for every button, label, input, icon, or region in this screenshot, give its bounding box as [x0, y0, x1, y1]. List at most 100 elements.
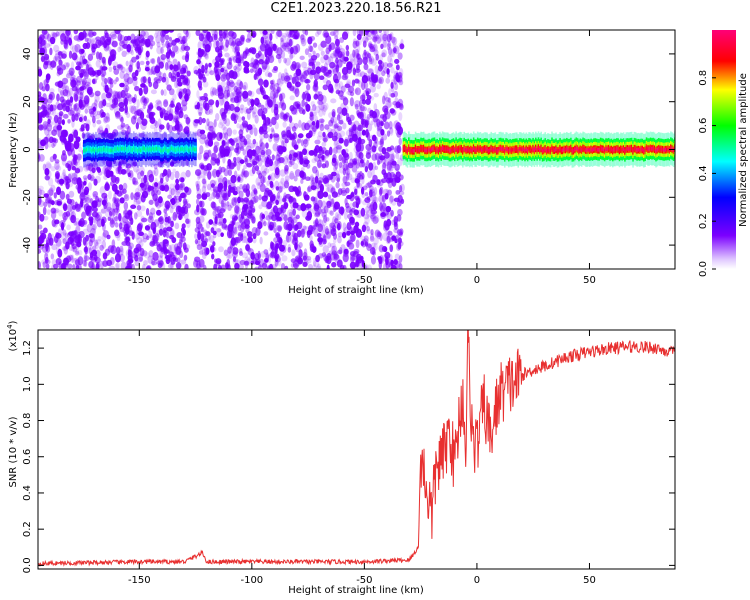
- heatmap-cell: [297, 249, 303, 258]
- heatmap-cell: [65, 193, 70, 201]
- heatmap-cell: [53, 138, 59, 144]
- heatmap-cell: [181, 88, 188, 95]
- heatmap-cell: [112, 61, 119, 68]
- heatmap-cell: [181, 192, 187, 199]
- heatmap-cell: [73, 171, 78, 179]
- heatmap-cell: [94, 256, 101, 264]
- heatmap-cell: [314, 105, 321, 114]
- heatmap-cell: [304, 30, 309, 36]
- heatmap-cell: [59, 178, 64, 187]
- heatmap-cell: [101, 216, 107, 224]
- heatmap-cell: [88, 163, 94, 172]
- heatmap-cell: [88, 239, 94, 247]
- heatmap-cell: [169, 171, 175, 181]
- heatmap-cell: [59, 91, 66, 99]
- heatmap-cell: [167, 113, 174, 121]
- heatmap-cell: [197, 68, 202, 75]
- heatmap-cell: [323, 32, 330, 38]
- heatmap-cell: [334, 46, 341, 55]
- heatmap-cell: [71, 165, 77, 171]
- heatmap-cell: [282, 244, 287, 253]
- heatmap-cell: [78, 181, 85, 190]
- heatmap-cell: [68, 37, 73, 46]
- heatmap-cell: [374, 214, 380, 224]
- heatmap-cell: [118, 102, 125, 109]
- heatmap-cell: [43, 193, 50, 198]
- heatmap-cell: [284, 138, 289, 144]
- heatmap-cell: [155, 209, 162, 216]
- heatmap-cell: [158, 75, 163, 82]
- heatmap-cell: [179, 182, 186, 191]
- heatmap-cell: [41, 259, 48, 265]
- heatmap-cell: [62, 229, 67, 236]
- heatmap-cell: [264, 210, 269, 216]
- heatmap-cell: [131, 250, 138, 259]
- heatmap-cell: [95, 238, 102, 245]
- heatmap-cell: [263, 79, 269, 88]
- heatmap-cell: [319, 183, 324, 193]
- heatmap-cell: [224, 146, 231, 155]
- heatmap-cell: [370, 144, 377, 154]
- heatmap-cell: [326, 127, 333, 133]
- heatmap-cell: [54, 55, 61, 62]
- heatmap-cell: [106, 206, 113, 213]
- heatmap-cell: [101, 73, 105, 82]
- heatmap-cell: [397, 242, 402, 250]
- heatmap-cell: [120, 66, 126, 73]
- heatmap-cell: [140, 177, 145, 185]
- heatmap-cell: [101, 240, 107, 249]
- heatmap-cell: [195, 30, 201, 37]
- heatmap-cell: [239, 248, 243, 254]
- heatmap-cell: [365, 206, 370, 214]
- heatmap-cell: [229, 202, 234, 208]
- heatmap-cell: [151, 260, 158, 266]
- heatmap-cell: [130, 105, 137, 115]
- heatmap-cell: [324, 177, 330, 187]
- heatmap-cell: [376, 83, 381, 90]
- heatmap-cell: [160, 177, 164, 184]
- heatmap-cell: [324, 102, 329, 111]
- heatmap-cell: [70, 214, 76, 224]
- heatmap-cell: [243, 164, 247, 170]
- heatmap-cell: [316, 265, 322, 269]
- heatmap-cell: [115, 77, 119, 82]
- heatmap-cell: [38, 66, 42, 73]
- heatmap-cell: [349, 97, 354, 107]
- heatmap-cell: [366, 225, 371, 232]
- heatmap-cell: [282, 146, 287, 153]
- heatmap-cell: [263, 231, 269, 236]
- heatmap-cell: [240, 34, 245, 42]
- heatmap-cell: [295, 256, 302, 263]
- heatmap-cell: [246, 151, 250, 158]
- heatmap-cell: [113, 197, 120, 203]
- heatmap-cell: [376, 68, 381, 77]
- heatmap-cell: [329, 222, 336, 229]
- heatmap-cell: [322, 245, 329, 254]
- heatmap-cell: [313, 221, 318, 228]
- heatmap-cell: [386, 62, 393, 68]
- heatmap-cell: [166, 84, 172, 91]
- heatmap-cell: [114, 176, 120, 185]
- heatmap-cell: [96, 110, 101, 116]
- heatmap-cell: [122, 38, 129, 45]
- heatmap-cell: [135, 243, 142, 252]
- heatmap-cell: [318, 149, 325, 155]
- heatmap-cell: [114, 215, 119, 222]
- heatmap-cell: [87, 174, 92, 181]
- heatmap-cell: [212, 241, 216, 247]
- heatmap-cell: [114, 111, 121, 120]
- heatmap-cell: [165, 203, 170, 210]
- heatmap-cell: [78, 230, 85, 239]
- heatmap-cell: [132, 114, 137, 120]
- heatmap-cell: [350, 191, 355, 198]
- heatmap-cell: [100, 208, 107, 214]
- heatmap-cell: [123, 85, 130, 93]
- heatmap-cell: [153, 163, 158, 170]
- heatmap-cell: [387, 41, 392, 48]
- heatmap-cell: [124, 110, 129, 115]
- heatmap-cell: [215, 74, 221, 82]
- heatmap-cell: [182, 198, 188, 206]
- heatmap-cell: [182, 80, 188, 86]
- heatmap-cell: [95, 59, 101, 68]
- heatmap-cell: [111, 90, 118, 100]
